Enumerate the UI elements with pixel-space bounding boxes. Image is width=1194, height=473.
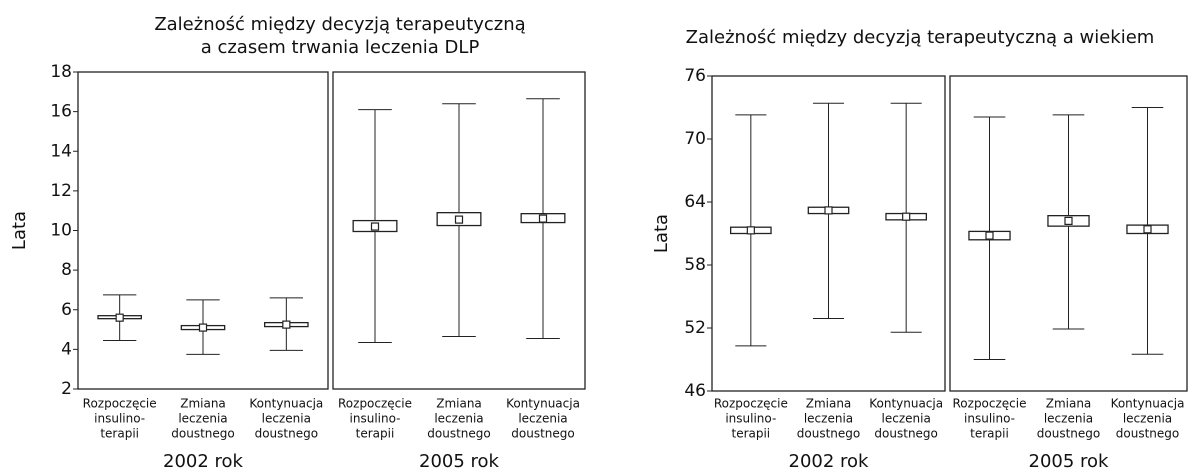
y-tick-label: 16 — [50, 102, 72, 122]
category-label: doustnego — [171, 427, 234, 441]
category-label: Kontynuacja — [506, 397, 580, 411]
mean-marker — [824, 206, 833, 215]
y-axis-label: Lata — [9, 211, 30, 250]
y-tick-label: 6 — [61, 300, 72, 320]
category-label: doustnego — [797, 427, 860, 441]
panel-frame — [949, 75, 1188, 392]
category-label: leczenia — [804, 412, 853, 426]
y-tick-label: 4 — [61, 339, 72, 359]
category-label: leczenia — [262, 412, 311, 426]
panel-frame — [711, 75, 946, 392]
category-label: doustnego — [1037, 427, 1100, 441]
category-label: leczenia — [882, 412, 931, 426]
category-label: Rozpoczęcie — [714, 397, 788, 411]
y-tick-label: 12 — [50, 181, 72, 201]
y-tick-label: 70 — [684, 129, 706, 149]
category-label: insulino- — [725, 412, 776, 426]
mean-marker — [370, 222, 380, 231]
category-label: Zmiana — [180, 397, 226, 411]
category-label: terapii — [970, 427, 1009, 441]
y-tick-label: 58 — [684, 255, 706, 275]
chart-title: a czasem trwania leczenia DLP — [201, 37, 480, 58]
y-tick-label: 76 — [684, 66, 706, 86]
category-label: Zmiana — [806, 397, 852, 411]
category-label: Zmiana — [436, 397, 482, 411]
panel-label: 2005 rok — [419, 451, 500, 472]
y-tick-label: 8 — [61, 260, 72, 280]
category-label: leczenia — [1044, 412, 1093, 426]
chart-title: Zależność między decyzją terapeutyczną a… — [686, 27, 1155, 48]
category-label: doustnego — [511, 427, 574, 441]
category-label: Rozpoczęcie — [338, 397, 412, 411]
category-label: terapii — [100, 427, 139, 441]
category-label: leczenia — [434, 412, 483, 426]
category-label: doustnego — [255, 427, 318, 441]
category-label: Kontynuacja — [249, 397, 323, 411]
mean-marker — [902, 212, 911, 221]
category-label: doustnego — [427, 427, 490, 441]
panel-label: 2005 rok — [1029, 451, 1110, 472]
mean-marker — [1143, 225, 1152, 234]
y-axis-label: Lata — [651, 214, 672, 253]
mean-marker — [538, 214, 548, 223]
y-tick-label: 64 — [684, 192, 706, 212]
y-tick-label: 14 — [50, 141, 72, 161]
mean-marker — [1064, 216, 1073, 225]
y-tick-label: 10 — [50, 221, 72, 241]
y-tick-label: 52 — [684, 318, 706, 338]
category-label: Kontynuacja — [869, 397, 943, 411]
category-label: doustnego — [1116, 427, 1179, 441]
category-label: Rozpoczęcie — [953, 397, 1027, 411]
mean-marker — [746, 226, 755, 235]
mean-marker — [454, 215, 464, 224]
mean-marker — [115, 313, 124, 322]
mean-marker — [198, 323, 208, 332]
panel-label: 2002 rok — [789, 451, 870, 472]
mean-marker — [985, 231, 994, 240]
category-label: leczenia — [1123, 412, 1172, 426]
y-tick-label: 18 — [50, 62, 72, 82]
category-label: insulino- — [94, 412, 145, 426]
category-label: insulino- — [350, 412, 401, 426]
panel-label: 2002 rok — [163, 451, 244, 472]
category-label: Kontynuacja — [1111, 397, 1185, 411]
y-tick-label: 46 — [684, 381, 706, 401]
mean-marker — [282, 320, 291, 329]
category-label: terapii — [731, 427, 770, 441]
category-label: leczenia — [178, 412, 227, 426]
chart-title: Zależność między decyzją terapeutyczną — [154, 14, 525, 35]
category-label: Rozpoczęcie — [83, 397, 157, 411]
y-tick-label: 2 — [61, 379, 72, 399]
category-label: doustnego — [874, 427, 937, 441]
panel-frame — [77, 71, 329, 390]
category-label: Zmiana — [1046, 397, 1092, 411]
category-label: leczenia — [518, 412, 567, 426]
category-label: terapii — [356, 427, 395, 441]
category-label: insulino- — [964, 412, 1015, 426]
panel-frame — [332, 71, 586, 390]
